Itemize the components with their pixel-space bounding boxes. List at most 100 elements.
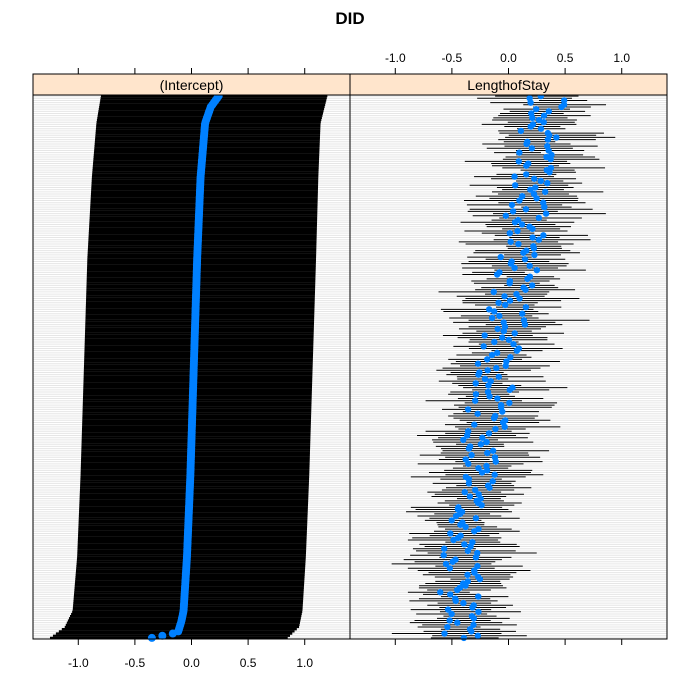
estimate-point <box>481 332 488 339</box>
estimate-point <box>553 134 560 141</box>
estimate-point <box>502 417 509 424</box>
estimate-point <box>537 177 544 185</box>
panel-0: (Intercept) -1.0 -0.5 0.0 0.5 1.0 <box>32 68 351 670</box>
estimate-point <box>472 515 480 522</box>
estimate-point <box>540 232 547 239</box>
estimate-point <box>544 142 551 150</box>
estimate-point <box>472 391 480 398</box>
estimate-point <box>470 621 477 629</box>
estimate-point <box>500 319 507 326</box>
estimate-point <box>494 395 501 402</box>
estimate-point <box>501 301 509 309</box>
estimate-point <box>517 127 525 135</box>
estimate-point <box>452 595 459 602</box>
estimate-point <box>461 488 468 496</box>
estimate-point <box>485 430 493 437</box>
estimate-point <box>478 469 486 476</box>
estimate-point <box>475 464 482 472</box>
estimate-point <box>464 571 471 579</box>
x-tick-label: -0.5 <box>442 51 463 65</box>
estimate-point <box>441 630 448 637</box>
estimate-point <box>515 345 523 352</box>
estimate-point <box>460 599 467 607</box>
estimate-point <box>475 608 482 615</box>
estimate-point <box>526 223 533 230</box>
estimate-point <box>560 97 568 104</box>
estimate-point <box>459 519 466 526</box>
estimate-point <box>471 421 478 428</box>
estimate-point <box>455 504 462 511</box>
estimate-point <box>531 251 538 259</box>
estimate-point <box>474 573 482 581</box>
estimate-point <box>535 116 543 124</box>
estimate-point <box>526 262 533 270</box>
estimate-point <box>491 471 498 478</box>
estimate-point <box>447 530 454 537</box>
estimate-point <box>519 192 526 200</box>
estimate-point <box>446 591 454 598</box>
estimate-point <box>460 634 468 642</box>
estimate-point <box>525 160 532 167</box>
estimate-point <box>511 173 518 180</box>
x-tick-label: 1.0 <box>613 51 630 65</box>
estimate-point <box>521 256 529 263</box>
estimate-point <box>464 427 472 435</box>
estimate-point <box>437 589 444 596</box>
estimate-point <box>464 578 472 585</box>
estimate-point <box>522 303 530 311</box>
estimate-point <box>511 264 518 272</box>
estimate-point <box>446 617 453 624</box>
estimate-point <box>444 623 451 631</box>
estimate-point <box>515 158 522 165</box>
estimate-point <box>512 182 519 189</box>
estimate-point <box>476 369 483 376</box>
estimate-point <box>446 565 454 572</box>
estimate-point <box>507 238 514 246</box>
estimate-point <box>444 606 452 613</box>
estimate-point <box>495 373 503 380</box>
estimate-point <box>507 354 514 361</box>
estimate-point <box>522 206 530 213</box>
estimate-point <box>503 358 510 365</box>
estimate-point <box>489 478 496 485</box>
estimate-point <box>506 297 514 304</box>
estimate-point <box>515 216 522 224</box>
estimate-point <box>468 451 475 459</box>
estimate-point <box>535 214 543 222</box>
estimate-point <box>519 310 526 317</box>
estimate-point <box>547 164 555 172</box>
estimate-point <box>475 593 482 600</box>
estimate-point <box>511 330 518 337</box>
estimate-point <box>470 567 478 574</box>
estimate-point <box>464 406 472 413</box>
estimate-point <box>483 462 490 470</box>
estimate-point <box>544 179 551 187</box>
estimate-point <box>492 425 499 433</box>
estimate-point <box>471 397 479 404</box>
estimate-point <box>520 284 527 291</box>
estimate-point <box>441 545 448 552</box>
estimate-point <box>527 186 534 193</box>
estimate-point <box>484 367 491 374</box>
estimate-point <box>469 538 476 546</box>
estimate-point <box>484 388 492 396</box>
estimate-point <box>475 491 482 498</box>
estimate-point <box>493 349 501 357</box>
estimate-point <box>466 626 474 633</box>
estimate-point <box>520 317 528 324</box>
x-tick-label: 1.0 <box>296 656 313 670</box>
estimate-point <box>448 517 455 524</box>
estimate-point <box>496 312 503 320</box>
estimate-point <box>528 110 535 117</box>
x-tick-label: -1.0 <box>68 656 89 670</box>
estimate-point <box>532 105 540 113</box>
estimate-point <box>542 210 550 217</box>
estimate-point <box>460 436 467 444</box>
estimate-point <box>506 229 513 237</box>
panel-1: LengthofStay -1.0 -0.5 0.0 0.5 1.0 <box>349 51 668 645</box>
estimate-point <box>543 153 550 161</box>
estimate-point <box>540 199 547 206</box>
estimate-point <box>523 171 530 178</box>
estimate-point <box>488 314 496 322</box>
